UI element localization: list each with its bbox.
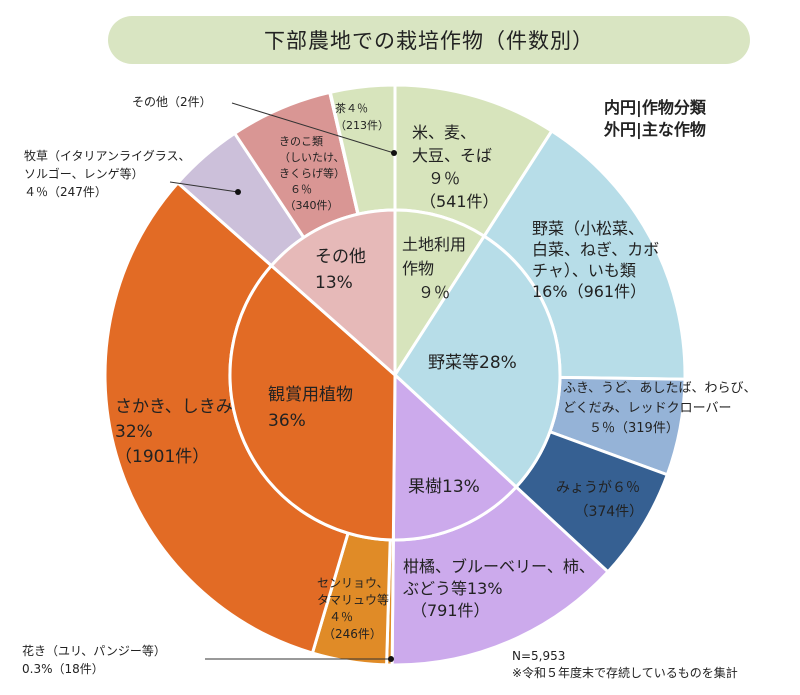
chart-title: 下部農地での栽培作物（件数別） [264, 29, 594, 53]
inner-slice [393, 208, 487, 381]
leader-dot [388, 656, 394, 662]
inner-label-land-use: 土地利用作物 ９％ [402, 235, 466, 302]
outer-label-pasture: 牧草（イタリアンライグラス、ソルゴー、レンゲ等）４％（247件） [24, 149, 191, 199]
inner-label-other: その他 13% [315, 247, 366, 293]
outer-label-flowers: 花き（ユリ、パンジー等） 0.3%（18件） [22, 643, 166, 676]
inner-label-ornamental: 観賞用植物 36% [268, 385, 353, 431]
outer-label-grains: 米、麦、大豆、そば ９％ （541件） [412, 123, 499, 211]
leader-dot [235, 189, 241, 195]
outer-label-other-callout: その他（2件） [132, 95, 212, 109]
legend: 内円|作物分類 外円|主な作物 [604, 97, 706, 141]
note: N=5,953 ※令和５年度末で存続しているものを集計 [512, 648, 738, 682]
leader-line [169, 181, 239, 193]
inner-slice [391, 371, 519, 542]
inner-label-vegetables: 野菜等28% [428, 353, 517, 373]
outer-label-fruit: 柑橘、ブルーベリー、柿、ぶどう等13% （791件） [403, 557, 595, 620]
note-footnote: ※令和５年度末で存続しているものを集計 [512, 666, 738, 680]
outer-label-myoga: みょうが６％ （374件） [556, 480, 643, 520]
inner-slice [269, 208, 397, 379]
outer-label-sakaki: さかき、しきみ 32%（1901件） [115, 397, 233, 467]
outer-label-vegetables: 野菜（小松菜、白菜、ねぎ、カボチャ）、いも類 16%（961件） [532, 219, 659, 301]
legend-outer: 外円|主な作物 [604, 120, 706, 139]
outer-label-senryo: センリョウ、タマリュウ等 ４％ （246件） [317, 576, 389, 641]
outer-label-tea: 茶４％（213件） [335, 102, 389, 132]
leader-line [231, 102, 395, 154]
legend-inner: 内円|作物分類 [604, 98, 706, 117]
chart-title-box: 下部農地での栽培作物（件数別） [108, 16, 750, 64]
inner-slice [393, 234, 562, 490]
outer-label-mushroom: きのこ類（しいたけ、きくらげ等） ６％ （340件） [279, 135, 345, 212]
inner-slice [228, 263, 397, 542]
outer-label-wild-vegetables: ふき、うど、あしたば、わらび、どくだみ、レッドクローバー ５％（319件） [563, 381, 756, 436]
leader-dot [391, 150, 397, 156]
inner-label-fruit: 果樹13% [408, 477, 480, 497]
note-n: N=5,953 [512, 649, 566, 663]
